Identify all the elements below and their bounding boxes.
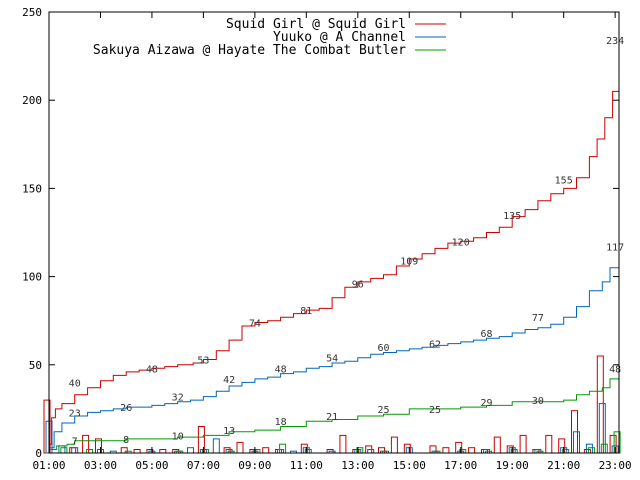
hourly-bar	[596, 355, 604, 454]
hourly-bar	[598, 403, 606, 454]
data-label: 48	[609, 364, 621, 375]
hourly-bar	[442, 447, 450, 454]
data-label: 48	[146, 364, 158, 375]
x-tick-label: 07:00	[187, 459, 220, 472]
x-tick-label: 21:00	[547, 459, 580, 472]
y-tick-label: 250	[22, 6, 42, 19]
x-tick-label: 17:00	[444, 459, 477, 472]
hourly-bar	[82, 434, 90, 454]
data-label: 10	[172, 431, 184, 442]
data-label: 62	[429, 340, 441, 351]
hourly-bar	[367, 449, 375, 454]
data-label: 40	[69, 378, 81, 389]
hourly-bar	[86, 449, 94, 454]
hourly-bar	[545, 434, 553, 454]
cumulative-lines	[49, 40, 620, 450]
hourly-bar	[262, 447, 270, 454]
y-tick-label: 0	[35, 447, 42, 460]
hourly-bar	[279, 443, 287, 454]
x-tick-label: 09:00	[238, 459, 271, 472]
hourly-bar	[468, 447, 476, 454]
hourly-bar	[585, 443, 593, 454]
data-label: 48	[275, 364, 287, 375]
data-label: 25	[429, 405, 441, 416]
hourly-bar	[339, 434, 347, 454]
data-label: 74	[249, 319, 261, 330]
hourly-bar	[277, 449, 285, 454]
hourly-bar	[120, 447, 128, 454]
data-label: 135	[503, 211, 521, 222]
data-label: 18	[275, 417, 287, 428]
x-tick-label: 23:00	[599, 459, 632, 472]
hourly-bar	[187, 447, 194, 454]
hourly-bar	[223, 447, 231, 454]
data-label: 7	[72, 437, 78, 448]
legend-entry-label: Yuuko @ A Channel	[273, 30, 406, 45]
data-label: 54	[326, 354, 338, 365]
hourly-bar	[587, 447, 595, 454]
data-label: 53	[197, 356, 209, 367]
data-label: 29	[480, 398, 492, 409]
data-label: 26	[120, 403, 132, 414]
hourly-bar	[212, 438, 220, 454]
hourly-bar	[493, 436, 501, 454]
point-labels: 40 48 53 74 81 96 109 120 135 155 234 23 26 32 42 48 54 6…	[69, 36, 624, 448]
data-label: 68	[480, 329, 492, 340]
y-tick-label: 50	[29, 359, 42, 372]
series-line	[49, 368, 620, 450]
data-label: 21	[326, 412, 338, 423]
x-tick-label: 15:00	[393, 459, 426, 472]
hourly-bar	[69, 447, 77, 454]
hourly-bar	[133, 449, 141, 454]
data-label: 117	[606, 243, 624, 254]
data-label: 32	[172, 393, 184, 404]
data-label: 42	[223, 375, 235, 386]
data-label: 13	[223, 426, 235, 437]
y-tick-label: 200	[22, 94, 42, 107]
data-label: 77	[532, 313, 544, 324]
data-label: 30	[532, 396, 544, 407]
x-tick-label: 03:00	[84, 459, 117, 472]
data-label: 155	[555, 176, 573, 187]
series-line	[49, 40, 620, 445]
data-label: 120	[452, 237, 470, 248]
hourly-bar	[573, 431, 580, 454]
hourly-bar	[58, 445, 66, 454]
x-tick-label: 11:00	[290, 459, 323, 472]
plot-frame	[48, 11, 620, 454]
data-label: 109	[400, 257, 418, 268]
data-label: 25	[377, 405, 389, 416]
legend-entry-label: Squid Girl @ Squid Girl	[226, 17, 406, 32]
series-line	[49, 246, 620, 449]
hourly-bar	[600, 443, 608, 454]
data-label: 60	[377, 343, 389, 354]
hourly-bar	[378, 447, 385, 454]
x-tick-label: 13:00	[341, 459, 374, 472]
hourly-bar	[390, 436, 398, 454]
hourly-bar	[71, 447, 79, 454]
hourly-bar	[60, 447, 68, 454]
hourly-bar	[583, 449, 591, 454]
data-label: 234	[606, 36, 624, 47]
axes: 0 50 100 150 200 250 01:00 03:00 05:00 07:00 09:00…	[22, 6, 632, 472]
y-tick-label: 100	[22, 271, 42, 284]
hourly-bar	[429, 445, 437, 454]
data-label: 23	[69, 408, 81, 419]
hourly-bar	[159, 449, 167, 454]
hourly-bar	[275, 449, 283, 454]
data-label: 8	[123, 435, 129, 446]
hourly-bar	[519, 434, 527, 454]
x-tick-label: 01:00	[32, 459, 65, 472]
data-label: 96	[352, 280, 364, 291]
legend-entry-label: Sakuya Aizawa @ Hayate The Combat Butler	[93, 43, 406, 58]
x-tick-label: 05:00	[135, 459, 168, 472]
y-tick-label: 150	[22, 182, 42, 195]
data-label: 81	[300, 306, 312, 317]
x-tick-label: 19:00	[496, 459, 529, 472]
hourly-bar	[236, 441, 244, 454]
